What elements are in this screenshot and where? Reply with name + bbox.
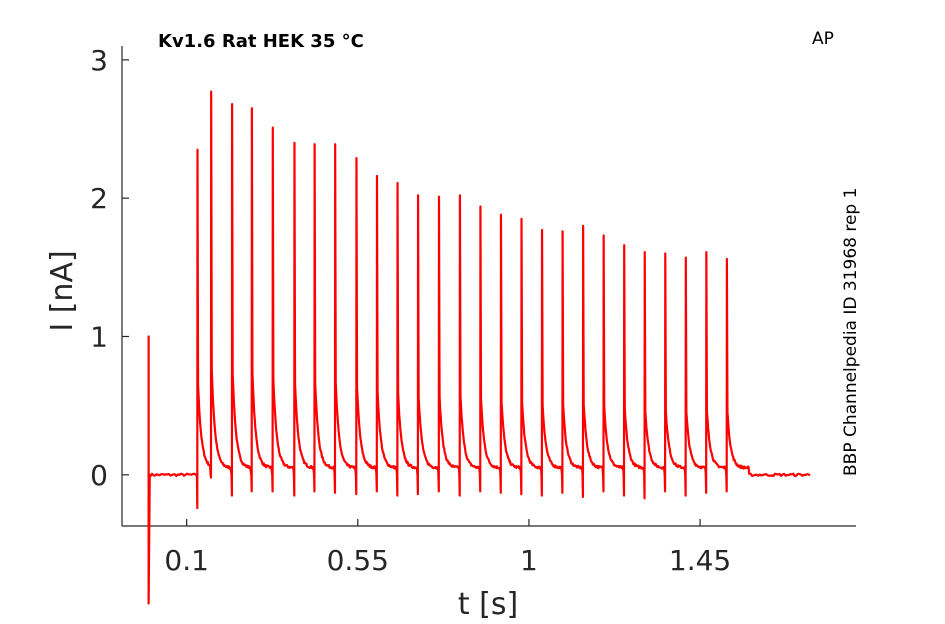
current-trace [147, 90, 811, 605]
chart-title: Kv1.6 Rat HEK 35 °C [158, 31, 364, 52]
x-ticks: 0.1 0.55 1 1.45 [164, 519, 731, 577]
x-tick-label: 0.55 [327, 544, 389, 577]
protocol-label: AP [812, 29, 834, 49]
y-tick-label: 0 [90, 459, 108, 492]
x-tick-label: 1 [520, 544, 538, 577]
axes [121, 46, 856, 527]
x-tick-label: 1.45 [669, 544, 731, 577]
x-tick-label: 0.1 [164, 544, 209, 577]
y-axis-label: I [nA] [45, 250, 80, 331]
y-tick-label: 1 [90, 320, 108, 353]
y-tick-label: 3 [90, 44, 108, 77]
y-ticks: 0 1 2 3 [90, 44, 129, 492]
x-axis-label: t [s] [458, 587, 518, 622]
source-label: BBP Channelpedia ID 31968 rep 1 [841, 188, 861, 476]
y-tick-label: 2 [90, 182, 108, 215]
trace-group [147, 90, 811, 605]
